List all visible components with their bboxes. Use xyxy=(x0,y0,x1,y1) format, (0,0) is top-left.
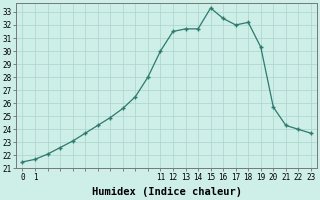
X-axis label: Humidex (Indice chaleur): Humidex (Indice chaleur) xyxy=(92,187,242,197)
